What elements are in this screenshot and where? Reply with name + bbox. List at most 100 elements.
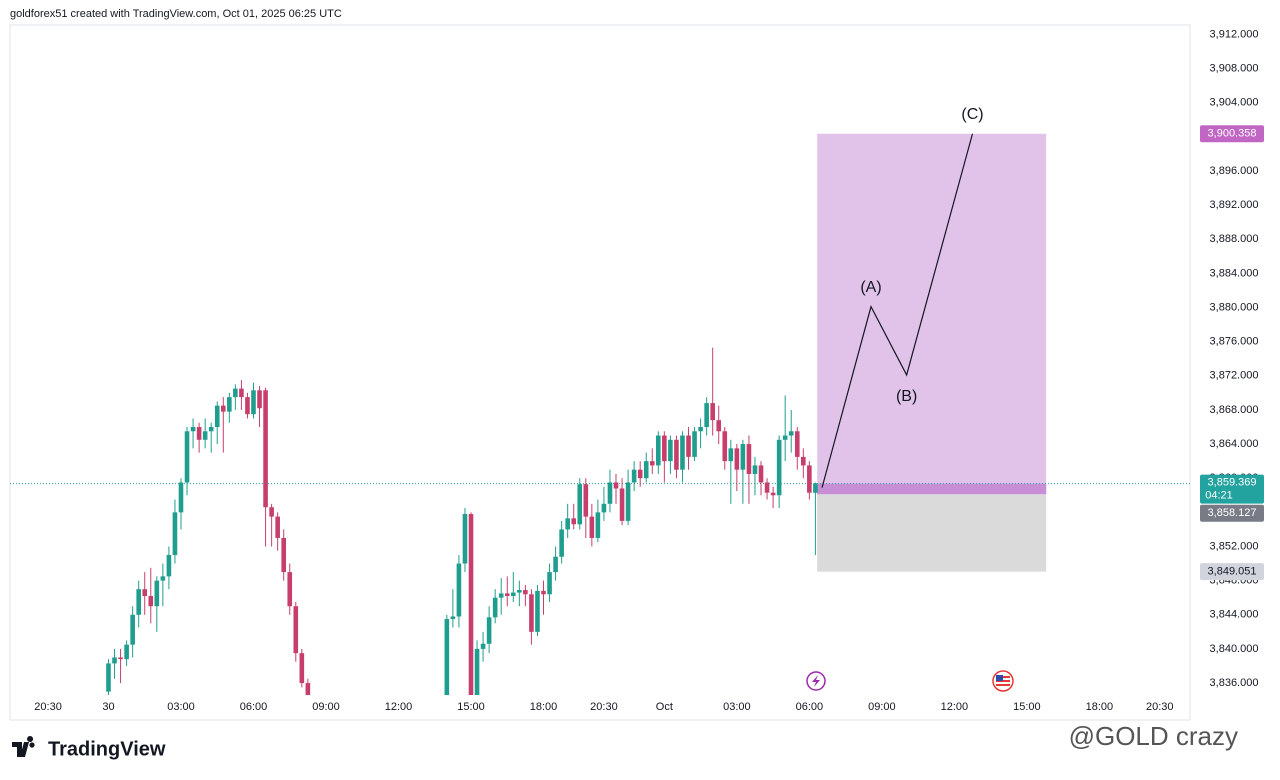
candle-body [118, 657, 123, 660]
candle-body [607, 482, 613, 504]
x-tick-label: 18:00 [530, 701, 558, 713]
candle-body [794, 431, 800, 457]
brand: TradingView [48, 738, 166, 760]
header: goldforex51 created with TradingView.com… [10, 8, 342, 20]
x-tick-label: 12:00 [941, 701, 969, 713]
candle-body [764, 482, 770, 493]
candle-body [220, 405, 226, 412]
candle-body [275, 516, 280, 538]
y-tick-label: 3,912.000 [1210, 28, 1259, 40]
y-tick-label: 3,836.000 [1210, 677, 1259, 689]
target-label-bg [1200, 125, 1264, 143]
y-tick-label: 3,892.000 [1210, 199, 1259, 211]
x-tick-label: 15:00 [1013, 701, 1041, 713]
candle-body [523, 590, 528, 595]
candle-body [160, 576, 166, 581]
candle-body [124, 644, 129, 660]
candle-body [716, 420, 722, 432]
candle-body [734, 448, 740, 470]
candle-body [148, 595, 154, 607]
candle-body [178, 482, 184, 513]
candle-body [184, 431, 190, 483]
candle-body [662, 435, 667, 462]
logo [12, 736, 35, 757]
candle-body [704, 403, 709, 427]
candle-body [142, 589, 148, 596]
candle-body [698, 427, 703, 432]
x-tick-label: 03:00 [167, 701, 195, 713]
candle-body [136, 589, 141, 615]
candle-body [674, 439, 679, 470]
candle-body [577, 484, 583, 525]
candle-body [595, 512, 601, 538]
candle-body [450, 616, 456, 620]
candle-body [583, 484, 589, 517]
candle-body [571, 518, 577, 525]
x-tick-label: 30 [102, 701, 114, 713]
y-tick-label: 3,896.000 [1210, 165, 1259, 177]
candle-body [668, 439, 673, 462]
candle-body [535, 590, 540, 632]
candle-body [486, 617, 492, 644]
candle-body [589, 516, 595, 538]
candle-body [692, 431, 697, 457]
target-label: 3,900.358 [1208, 128, 1257, 140]
candle-body [619, 488, 625, 521]
candle-body [287, 572, 293, 607]
candle-body [637, 469, 643, 479]
candle-body [504, 593, 510, 596]
watermark: @GOLD crazy [1069, 721, 1238, 751]
y-tick-label: 3,904.000 [1210, 97, 1259, 109]
candle-body [510, 592, 516, 596]
candle-body [559, 529, 564, 557]
candle-body [293, 606, 299, 654]
candle-body [728, 448, 734, 462]
candle-body [813, 483, 818, 493]
candle-body [444, 619, 450, 695]
plot-frame [9, 24, 1191, 721]
y-tick-label: 3,888.000 [1210, 233, 1259, 245]
y-tick-label: 3,880.000 [1210, 301, 1259, 313]
candle-body [565, 518, 570, 530]
candle-body [456, 563, 462, 617]
x-tick-label: 20:30 [34, 701, 62, 713]
candle-body [643, 461, 649, 479]
y-tick-label: 3,840.000 [1210, 643, 1259, 655]
position-layer [10, 133, 1190, 572]
wave-label: (C) [961, 106, 983, 123]
candle-body [106, 663, 111, 692]
event-icon [806, 671, 826, 691]
candle-body [239, 388, 244, 398]
candle-body [625, 482, 631, 521]
candle-body [190, 427, 196, 432]
candle-body [468, 514, 474, 695]
y-tick-label: 3,852.000 [1210, 540, 1259, 552]
candle-body [202, 431, 208, 440]
y-tick-label: 3,908.000 [1210, 62, 1259, 74]
x-tick-label: 18:00 [1086, 701, 1114, 713]
wave-label: (B) [896, 388, 917, 405]
y-tick-label: 3,876.000 [1210, 336, 1259, 348]
x-tick-label: 09:00 [868, 701, 896, 713]
candle-body [172, 512, 178, 556]
candle-body [305, 683, 311, 695]
candle-body [154, 580, 160, 607]
candle-body [788, 431, 794, 436]
current-price-label: 3,859.369 [1208, 477, 1257, 489]
entry-band [817, 483, 1047, 495]
candle-body [257, 390, 262, 409]
entry-label: 3,858.127 [1208, 507, 1257, 519]
candle-body [740, 444, 746, 470]
candle-body [299, 653, 305, 684]
candle-body [281, 537, 287, 573]
candle-body [474, 648, 480, 695]
candle-body [801, 456, 806, 466]
stop-label-bg [1200, 563, 1264, 581]
candle-body [722, 431, 728, 462]
candle-body [498, 593, 504, 598]
stop-label: 3,849.051 [1208, 566, 1257, 578]
candle-body [251, 390, 256, 415]
x-tick-label: 09:00 [312, 701, 340, 713]
candles [106, 347, 818, 695]
